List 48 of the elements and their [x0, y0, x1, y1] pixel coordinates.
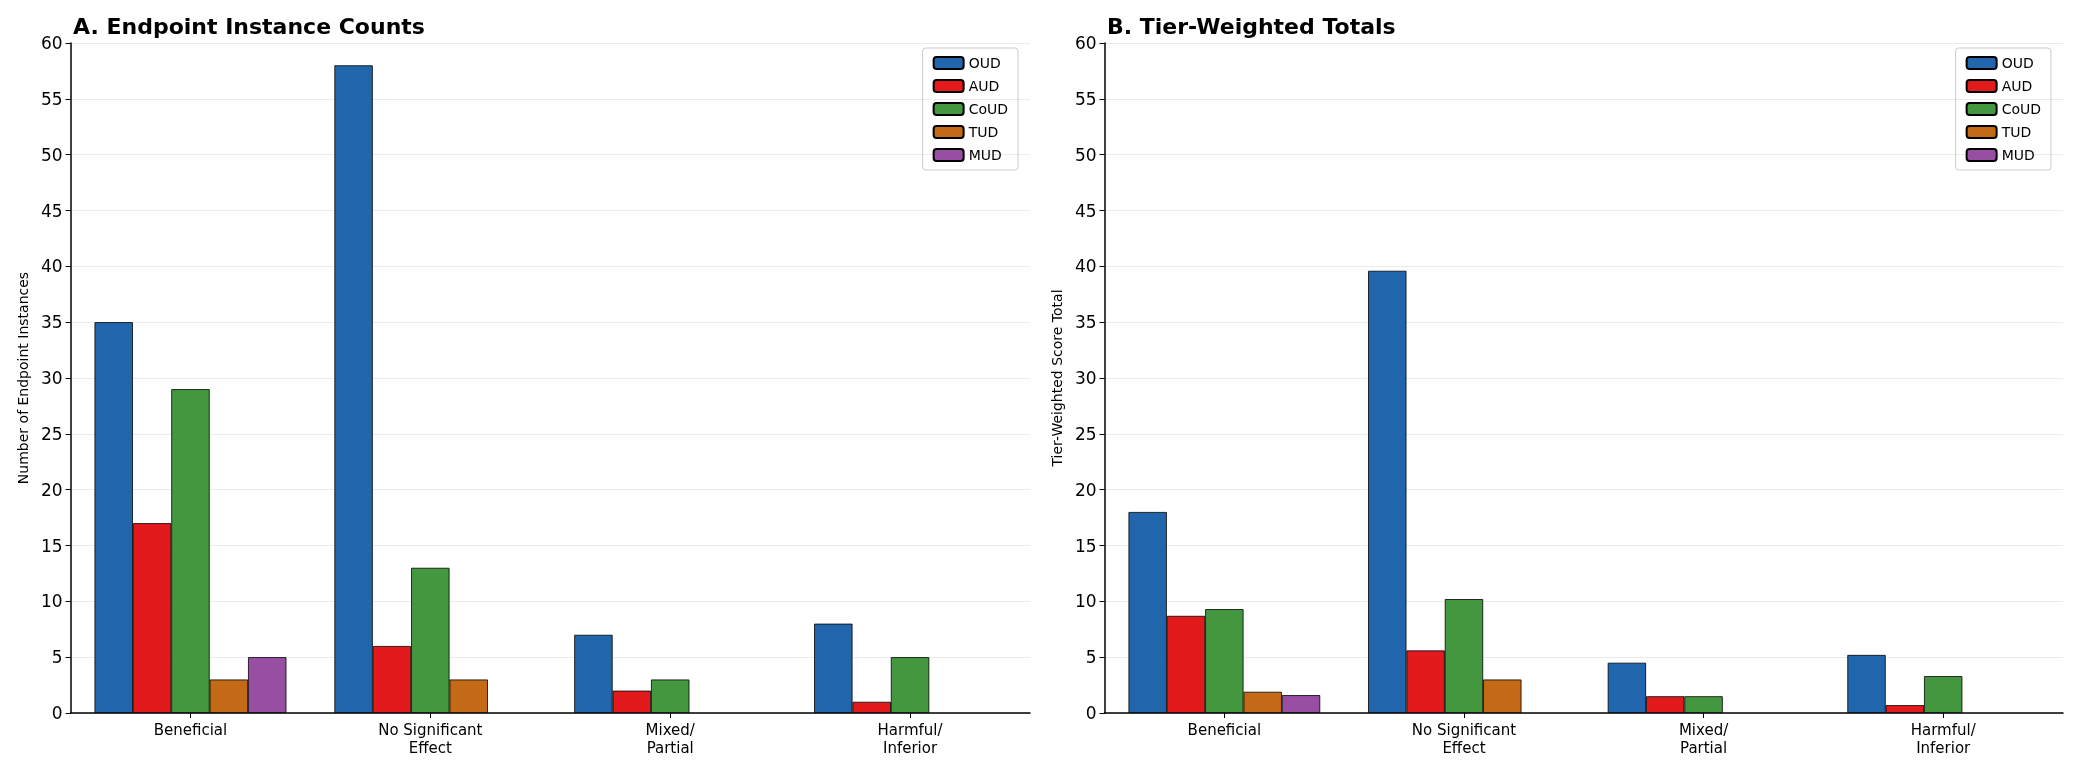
y-tick-label: 40: [40, 256, 63, 277]
y-axis-title: Tier-Weighted Score Total: [1049, 289, 1065, 468]
legend-label: OUD: [968, 55, 1001, 71]
y-tick-label: 30: [1074, 368, 1097, 388]
y-tick-label: 0: [1085, 703, 1097, 723]
y-tick-label: 35: [1074, 312, 1097, 333]
y-axis-title: Number of Endpoint Instances: [15, 271, 31, 485]
legend-label: MUD: [2001, 147, 2035, 163]
legend-label: TUD: [2000, 124, 2032, 140]
x-tick-label: Beneficial: [1187, 721, 1262, 739]
legend-label: MUD: [968, 147, 1002, 163]
chart-title: A. Endpoint Instance Counts: [73, 13, 425, 39]
y-tick-label: 15: [1074, 535, 1097, 556]
y-tick-label: 0: [51, 703, 63, 723]
x-tick-label: No Significant Effect: [378, 721, 483, 757]
x-tick-label: Harmful/ Inferior: [877, 721, 944, 757]
y-tick-label: 25: [40, 423, 63, 444]
y-tick-label: 60: [1074, 33, 1097, 53]
y-tick-label: 50: [1074, 144, 1097, 165]
legend-label: OUD: [2001, 55, 2034, 71]
y-tick-label: 20: [1074, 479, 1097, 500]
y-tick-label: 60: [40, 33, 63, 53]
y-tick-label: 5: [51, 647, 63, 668]
x-tick-label: Harmful/ Inferior: [1910, 721, 1977, 757]
legend-label: AUD: [968, 78, 1000, 94]
y-tick-label: 50: [40, 144, 63, 165]
y-tick-label: 55: [40, 88, 63, 109]
y-tick-label: 25: [1074, 423, 1097, 444]
legend-label: CoUD: [2001, 101, 2042, 117]
x-tick-label: Beneficial: [153, 721, 228, 739]
y-tick-label: 20: [40, 479, 63, 500]
x-tick-label: Mixed/ Partial: [1678, 721, 1730, 757]
y-tick-label: 45: [1074, 200, 1097, 221]
y-tick-label: 5: [1085, 647, 1097, 668]
y-tick-label: 10: [1074, 591, 1097, 612]
y-tick-label: 55: [1074, 88, 1097, 109]
y-tick-label: 30: [40, 368, 63, 388]
legend-label: CoUD: [968, 101, 1009, 117]
legend-label: TUD: [967, 124, 999, 140]
chart-title: B. Tier-Weighted Totals: [1107, 13, 1396, 39]
y-tick-label: 15: [40, 535, 63, 556]
y-tick-label: 40: [1074, 256, 1097, 277]
legend-label: AUD: [2001, 78, 2033, 94]
x-tick-label: No Significant Effect: [1411, 721, 1517, 757]
x-tick-label: Mixed/ Partial: [645, 721, 696, 757]
y-tick-label: 45: [40, 200, 63, 221]
y-tick-label: 10: [40, 591, 63, 612]
y-tick-label: 35: [40, 312, 63, 333]
